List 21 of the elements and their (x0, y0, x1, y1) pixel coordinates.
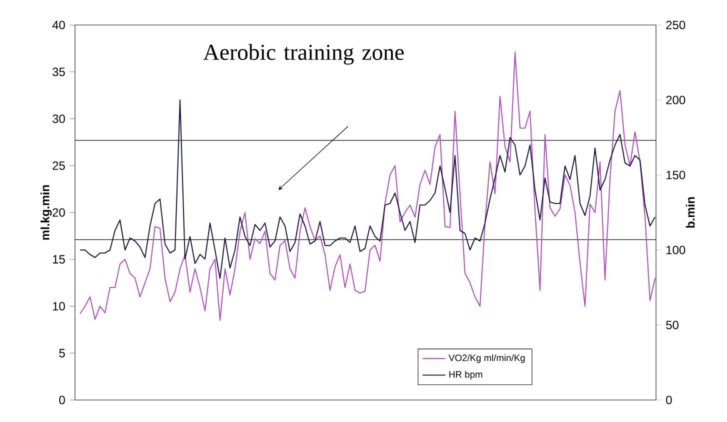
legend-label: VO2/Kg ml/min/Kg (448, 354, 525, 363)
y2-tick-label: 100 (666, 246, 686, 254)
y-tick-label: 40 (52, 20, 65, 30)
y2-tick-label: 200 (666, 96, 686, 104)
y-tick-label: 30 (52, 114, 65, 124)
y-tick-label: 10 (52, 302, 65, 311)
y-tick-label: 0 (59, 396, 65, 404)
y-axis-title: ml.kg.min (40, 185, 52, 240)
y2-axis-title: b.min (686, 197, 695, 228)
y-tick-label: 35 (52, 68, 65, 76)
line-series (79, 99, 656, 280)
y-tick-label: 5 (59, 348, 65, 358)
annotation: Aerobic training zone (203, 44, 404, 65)
legend-label: HR bpm (449, 370, 482, 380)
y2-tick-label: 0 (666, 396, 672, 404)
y2-tick-label: 50 (666, 320, 678, 330)
y2-tick-label: 250 (666, 20, 686, 30)
y-tick-label: 25 (52, 161, 65, 170)
y2-tick-label: 150 (666, 170, 686, 180)
y-tick-label: 15 (52, 255, 65, 264)
y-tick-label: 20 (52, 208, 65, 217)
